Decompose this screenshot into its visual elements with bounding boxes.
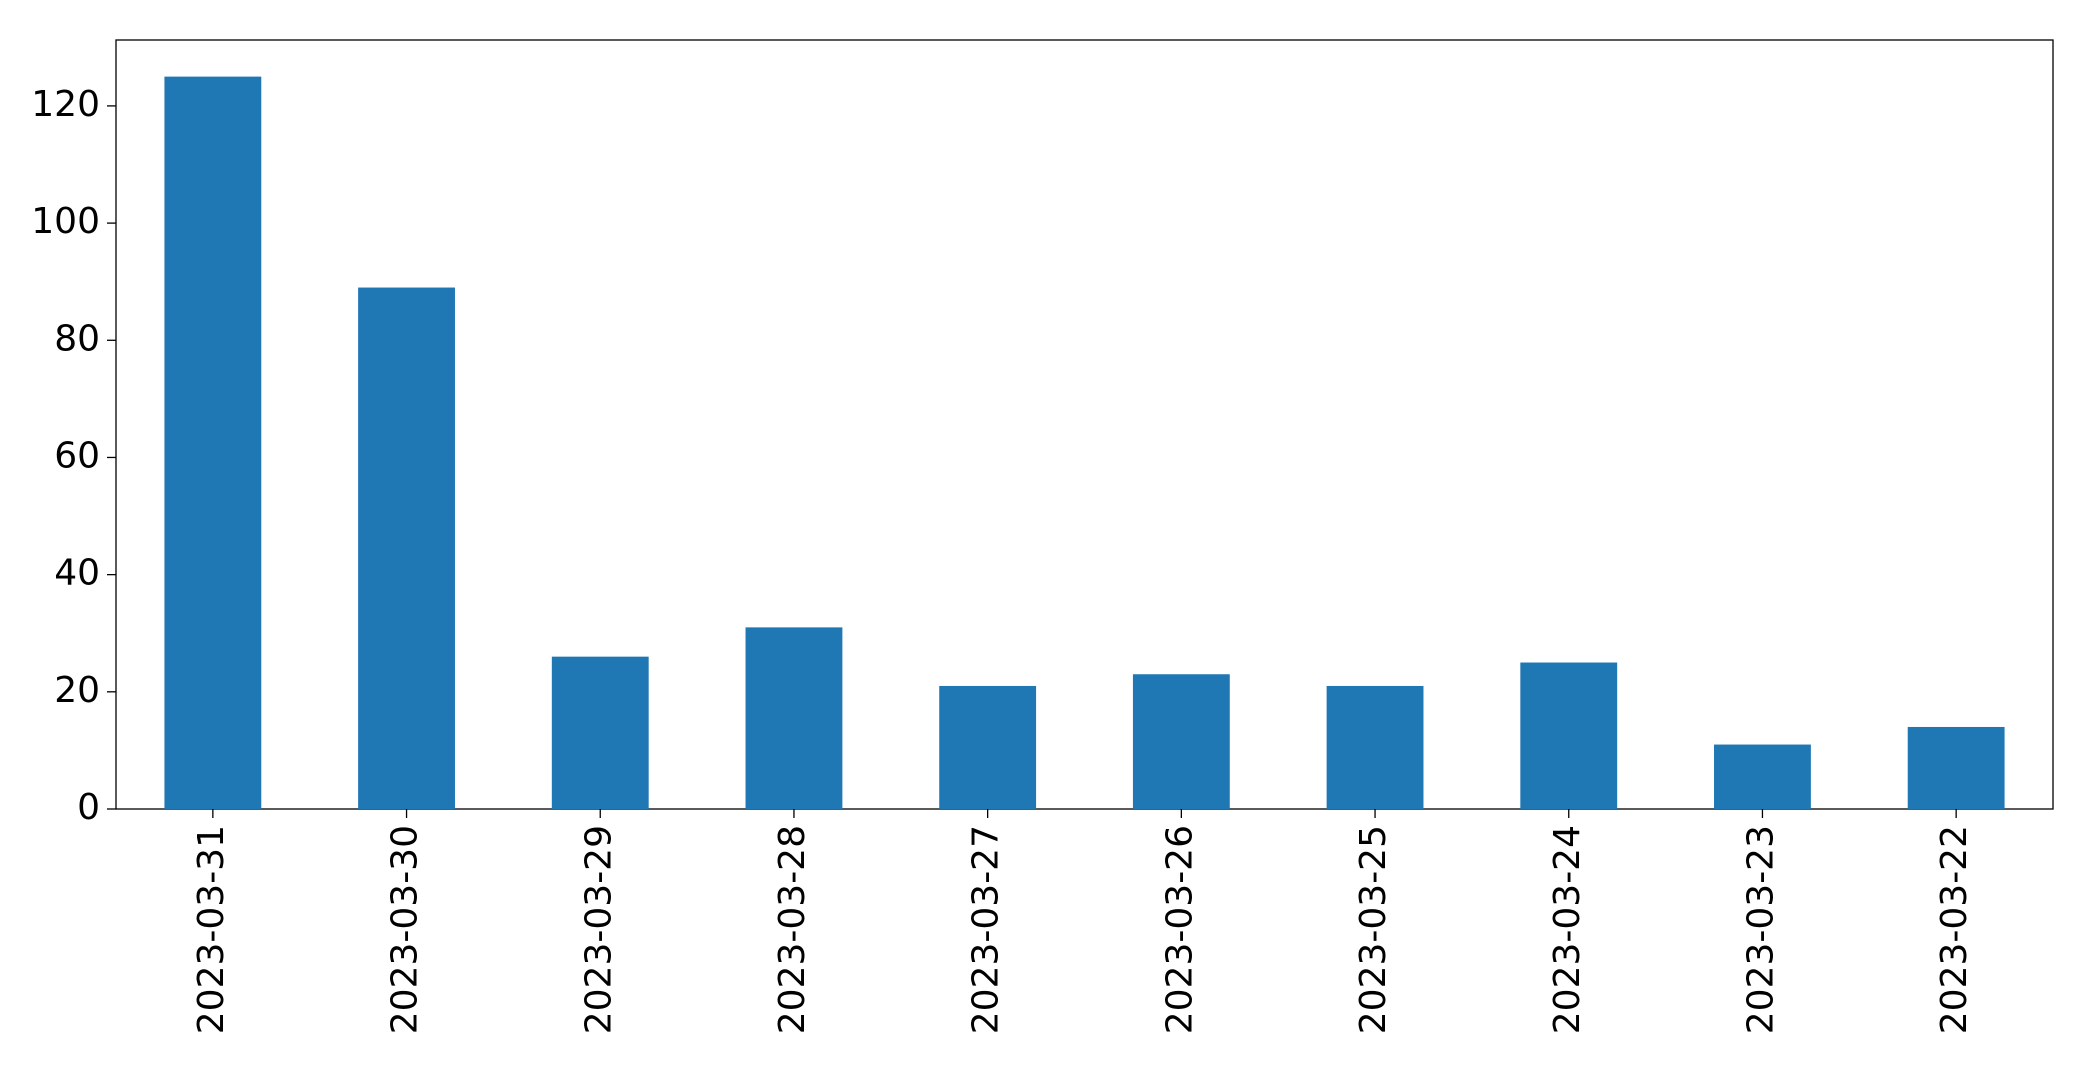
plot-frame <box>115 39 2054 810</box>
x-tick-label: 2023-03-30 <box>385 825 426 1034</box>
y-tick-label: 80 <box>54 318 100 359</box>
bar <box>1132 674 1230 809</box>
bar <box>1907 726 2005 809</box>
y-tick-label: 40 <box>54 553 100 594</box>
y-tick-label: 0 <box>77 787 100 828</box>
y-tick-label: 120 <box>31 84 100 125</box>
y-tick-label: 60 <box>54 435 100 476</box>
x-tick-label: 2023-03-28 <box>772 825 813 1034</box>
bar <box>164 76 262 810</box>
x-tick-label: 2023-03-24 <box>1547 825 1588 1034</box>
x-tick-label: 2023-03-25 <box>1353 825 1394 1034</box>
bar <box>745 627 843 809</box>
bar <box>1714 744 1811 809</box>
x-tick-label: 2023-03-26 <box>1159 825 1200 1034</box>
bar <box>939 685 1037 809</box>
x-tick-label: 2023-03-23 <box>1740 825 1781 1034</box>
bar <box>1520 662 1618 809</box>
x-tick-label: 2023-03-22 <box>1934 825 1975 1034</box>
x-tick-label: 2023-03-31 <box>191 825 232 1034</box>
x-tick-label: 2023-03-29 <box>578 825 619 1034</box>
y-tick-label: 20 <box>54 670 100 711</box>
y-tick-label: 100 <box>31 201 100 242</box>
bar <box>551 656 649 809</box>
bar <box>1326 685 1424 809</box>
bar <box>358 287 455 809</box>
x-tick-label: 2023-03-27 <box>966 825 1007 1034</box>
